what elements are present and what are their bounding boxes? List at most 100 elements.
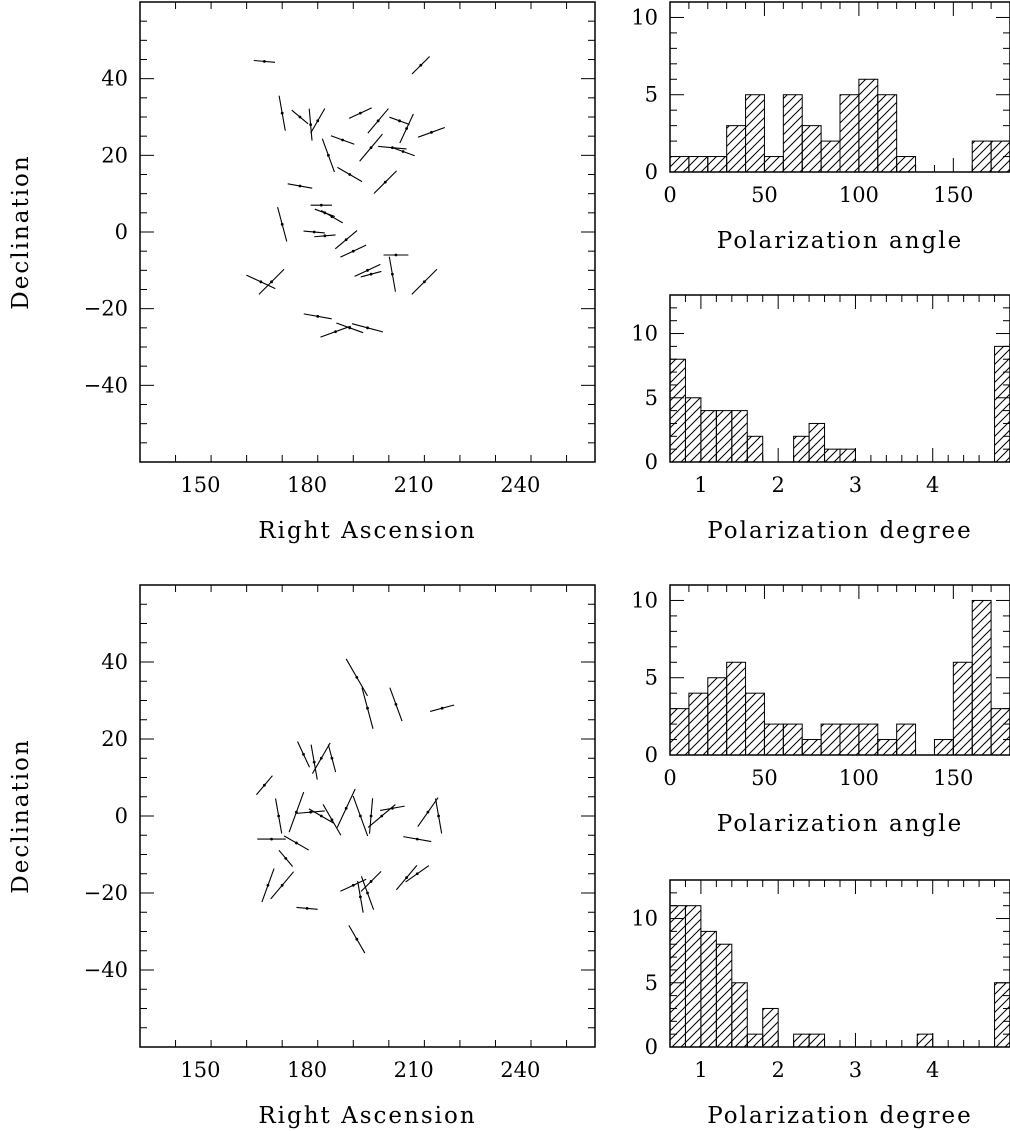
source-point [437, 814, 440, 818]
source-point [426, 810, 430, 814]
y-tick-label: 0 [645, 160, 658, 184]
source-point [319, 203, 323, 207]
y-tick-label: −20 [84, 881, 128, 905]
histogram-bar [971, 140, 992, 173]
histogram-bar [746, 1033, 764, 1048]
histogram-bar [726, 661, 747, 756]
source-point [259, 280, 263, 284]
x-tick-label: 240 [500, 1058, 540, 1082]
histogram-bar [808, 1033, 826, 1048]
source-point [330, 215, 334, 219]
source-point [358, 111, 362, 115]
source-point [270, 280, 273, 284]
degree-bottom-panel: 1 2 3 4 0 5 10 Polarization degree [631, 879, 1010, 1129]
histogram-bar [707, 156, 728, 173]
histogram-bar [994, 345, 1010, 463]
source-point [369, 880, 373, 883]
source-point [326, 153, 330, 157]
x-tick-label: 1 [694, 1058, 707, 1082]
x-tick-label: 4 [926, 1058, 939, 1082]
x-tick-label: 100 [839, 183, 879, 207]
degree-top-panel: 1 2 3 4 0 5 10 Polarization degree [631, 294, 1010, 544]
angle-top-panel: 0 50 100 150 0 5 10 Polarization angle [631, 1, 1010, 254]
source-point [405, 876, 409, 879]
x-tick-label: 210 [394, 473, 434, 497]
histogram-bar [839, 448, 856, 463]
histogram-bar [801, 739, 822, 756]
source-point [401, 150, 405, 153]
source-point [302, 753, 305, 756]
x-tick-label: 2 [771, 473, 784, 497]
histogram-bar [839, 94, 860, 173]
histogram-bar [952, 661, 973, 756]
source-point [394, 702, 398, 706]
x-tick-label: 210 [394, 1058, 434, 1082]
source-point [390, 806, 394, 810]
source-point [398, 119, 401, 123]
histogram-bar [793, 435, 810, 463]
source-point [383, 180, 387, 184]
source-point [312, 230, 316, 234]
y-tick-label: 20 [101, 143, 128, 167]
histogram-bar [896, 156, 917, 173]
histogram-bar [715, 410, 733, 463]
y-tick-label: 0 [115, 220, 128, 244]
histogram-bar [801, 125, 822, 173]
histogram-bar [688, 156, 709, 173]
source-point [351, 249, 355, 253]
x-tick-label: 0 [663, 183, 676, 207]
x-tick-label: 150 [180, 473, 220, 497]
y-tick-label: 40 [101, 67, 128, 91]
histogram-bar [971, 599, 992, 756]
x-tick-label: 100 [839, 766, 879, 790]
y-axis-label: Declination [8, 154, 34, 309]
histogram-bar [820, 140, 841, 173]
histogram-bar [762, 1007, 779, 1048]
source-point [369, 814, 373, 818]
y-tick-label: 10 [631, 588, 658, 612]
source-point [280, 222, 284, 226]
source-point [316, 314, 320, 318]
x-tick-label: 180 [287, 1058, 327, 1082]
source-point [380, 814, 384, 818]
histogram-bar [839, 723, 860, 756]
source-point [330, 756, 334, 760]
source-point [355, 937, 359, 941]
x-axis-label: Polarization angle [717, 228, 963, 254]
histogram-bar [994, 982, 1010, 1048]
source-point [284, 856, 288, 860]
source-point [319, 756, 323, 760]
source-point [309, 123, 313, 127]
source-point [390, 272, 394, 276]
histogram-bar [700, 410, 717, 463]
y-tick-label: 0 [645, 1035, 658, 1059]
source-point [366, 268, 369, 272]
histogram-bar [726, 125, 747, 173]
histogram-bar [700, 930, 717, 1048]
source-point [415, 837, 419, 841]
histogram-bar [820, 723, 841, 756]
y-tick-label: 5 [645, 83, 658, 107]
histogram-bar [731, 410, 748, 463]
y-axis-label: Declination [8, 738, 34, 893]
y-tick-label: −20 [84, 297, 128, 321]
sky-bottom-panel: 150 180 210 240 −40 −20 0 20 40 Right Ascension De… [8, 584, 596, 1129]
source-point [309, 810, 313, 814]
x-axis-label: Polarization degree [707, 1103, 972, 1129]
source-point [369, 146, 373, 150]
x-tick-label: 3 [849, 1058, 862, 1082]
y-tick-label: 10 [631, 5, 658, 29]
x-tick-label: 150 [933, 183, 973, 207]
source-point [266, 883, 270, 887]
histogram-bar [916, 1033, 934, 1048]
source-point [422, 280, 426, 284]
plot-frame [139, 584, 596, 1048]
histogram-bar [793, 1033, 810, 1048]
source-point [358, 814, 362, 818]
source-point [277, 814, 281, 818]
source-point [341, 138, 345, 142]
source-point [419, 63, 423, 67]
source-point [316, 119, 320, 123]
x-tick-label: 240 [500, 473, 540, 497]
